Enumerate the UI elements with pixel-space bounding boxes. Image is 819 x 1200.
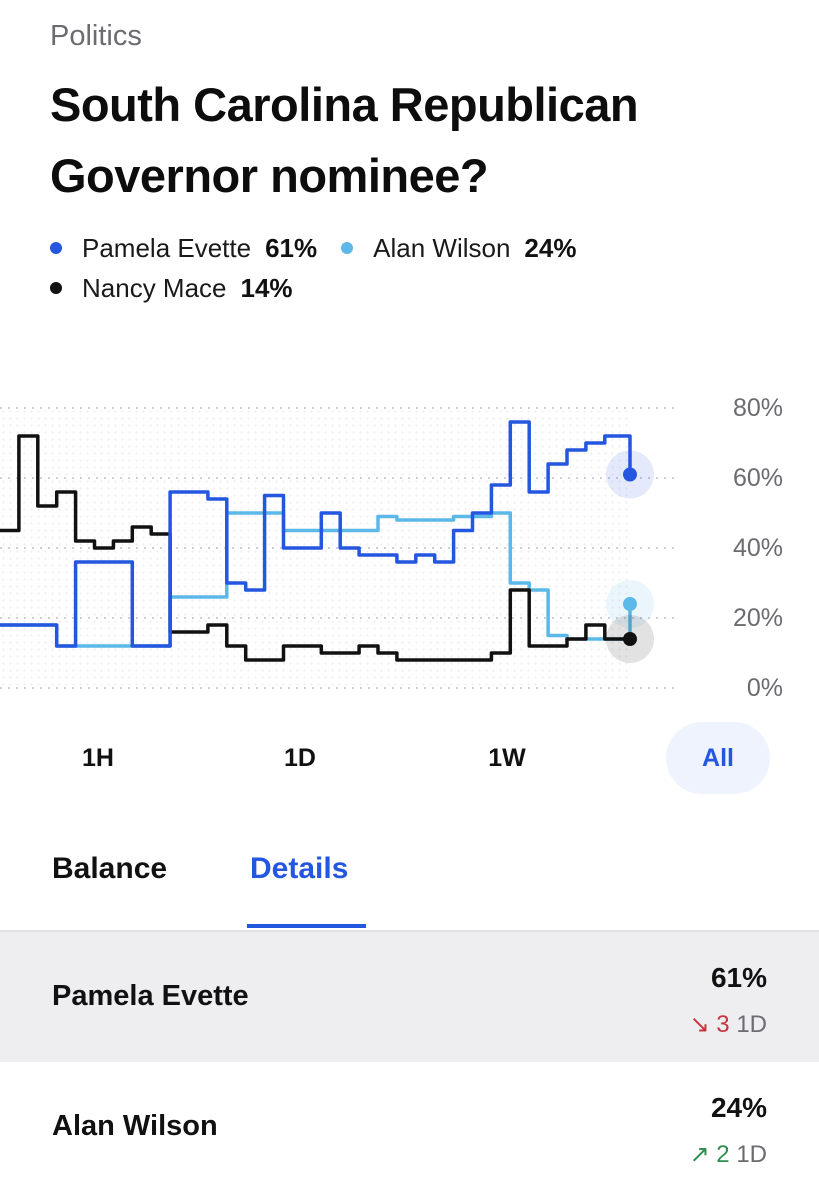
tab-balance[interactable]: Balance [52, 852, 168, 885]
trend-up-icon: ↗ [689, 1141, 710, 1168]
outcome-pct: 24% [710, 1092, 767, 1123]
end-markers [606, 450, 654, 663]
change-period: 1D [736, 1011, 767, 1038]
legend-row-2: Nancy Mace 14% [50, 268, 600, 308]
end-marker-nancy-mace [623, 632, 637, 646]
y-tick-label: 40% [732, 534, 783, 562]
time-range-selector: 1H 1D 1W All [0, 722, 819, 794]
tab-bar: Balance Details [0, 840, 819, 932]
legend-pct: 61% [265, 232, 318, 263]
y-tick-label: 60% [732, 464, 783, 492]
legend-row-1: Pamela Evette 61% Alan Wilson 24% [50, 228, 600, 268]
series-line-pamela-evette [0, 420, 632, 648]
range-1d-button[interactable]: 1D [284, 744, 316, 772]
legend: Pamela Evette 61% Alan Wilson 24% Nancy … [50, 228, 600, 308]
legend-pct: 14% [240, 272, 293, 303]
trend-down-icon: ↘ [689, 1011, 710, 1038]
outcome-row-wilson[interactable]: Alan Wilson 24% ↗ 2 1D [0, 1062, 819, 1192]
legend-dot-evette [50, 242, 62, 254]
legend-dot-mace [50, 282, 62, 294]
outcome-pct: 61% [710, 962, 767, 993]
market-title: South Carolina Republican Governor nomin… [50, 78, 639, 202]
chart-area-texture [0, 410, 630, 690]
outcome-name: Alan Wilson [52, 1110, 218, 1142]
y-tick-label: 80% [732, 394, 783, 422]
y-tick-label: 20% [732, 604, 783, 632]
legend-name: Pamela Evette [82, 232, 252, 263]
outcome-change: ↗ 2 1D [690, 1140, 768, 1169]
legend-item-mace: Nancy Mace 14% [50, 273, 293, 304]
outcome-row-evette[interactable]: Pamela Evette 61% ↘ 3 1D [0, 932, 819, 1062]
end-marker-alan-wilson [623, 597, 637, 611]
y-tick-label: 0% [746, 674, 783, 702]
range-1h-button[interactable]: 1H [82, 744, 114, 772]
legend-pct: 24% [524, 232, 577, 263]
series-line-nancy-mace [0, 434, 630, 662]
series-line-alan-wilson [0, 511, 632, 648]
legend-name: Alan Wilson [373, 232, 511, 263]
legend-name: Nancy Mace [82, 272, 227, 303]
category-label[interactable]: Politics [50, 20, 142, 52]
price-chart[interactable] [0, 380, 819, 710]
range-all-button[interactable]: All [666, 722, 770, 794]
legend-item-evette: Pamela Evette 61% [50, 233, 317, 264]
legend-dot-wilson [341, 242, 354, 254]
outcome-name: Pamela Evette [52, 980, 249, 1012]
change-value: 2 [716, 1141, 730, 1168]
change-value: 3 [716, 1011, 730, 1038]
end-marker-pamela-evette [623, 467, 637, 482]
change-period: 1D [736, 1141, 767, 1168]
legend-item-wilson: Alan Wilson 24% [341, 233, 576, 264]
active-tab-indicator [247, 924, 366, 928]
tab-details[interactable]: Details [250, 852, 349, 885]
series-lines [0, 420, 632, 662]
outcome-change: ↘ 3 1D [690, 1010, 768, 1039]
range-1w-button[interactable]: 1W [488, 744, 526, 772]
